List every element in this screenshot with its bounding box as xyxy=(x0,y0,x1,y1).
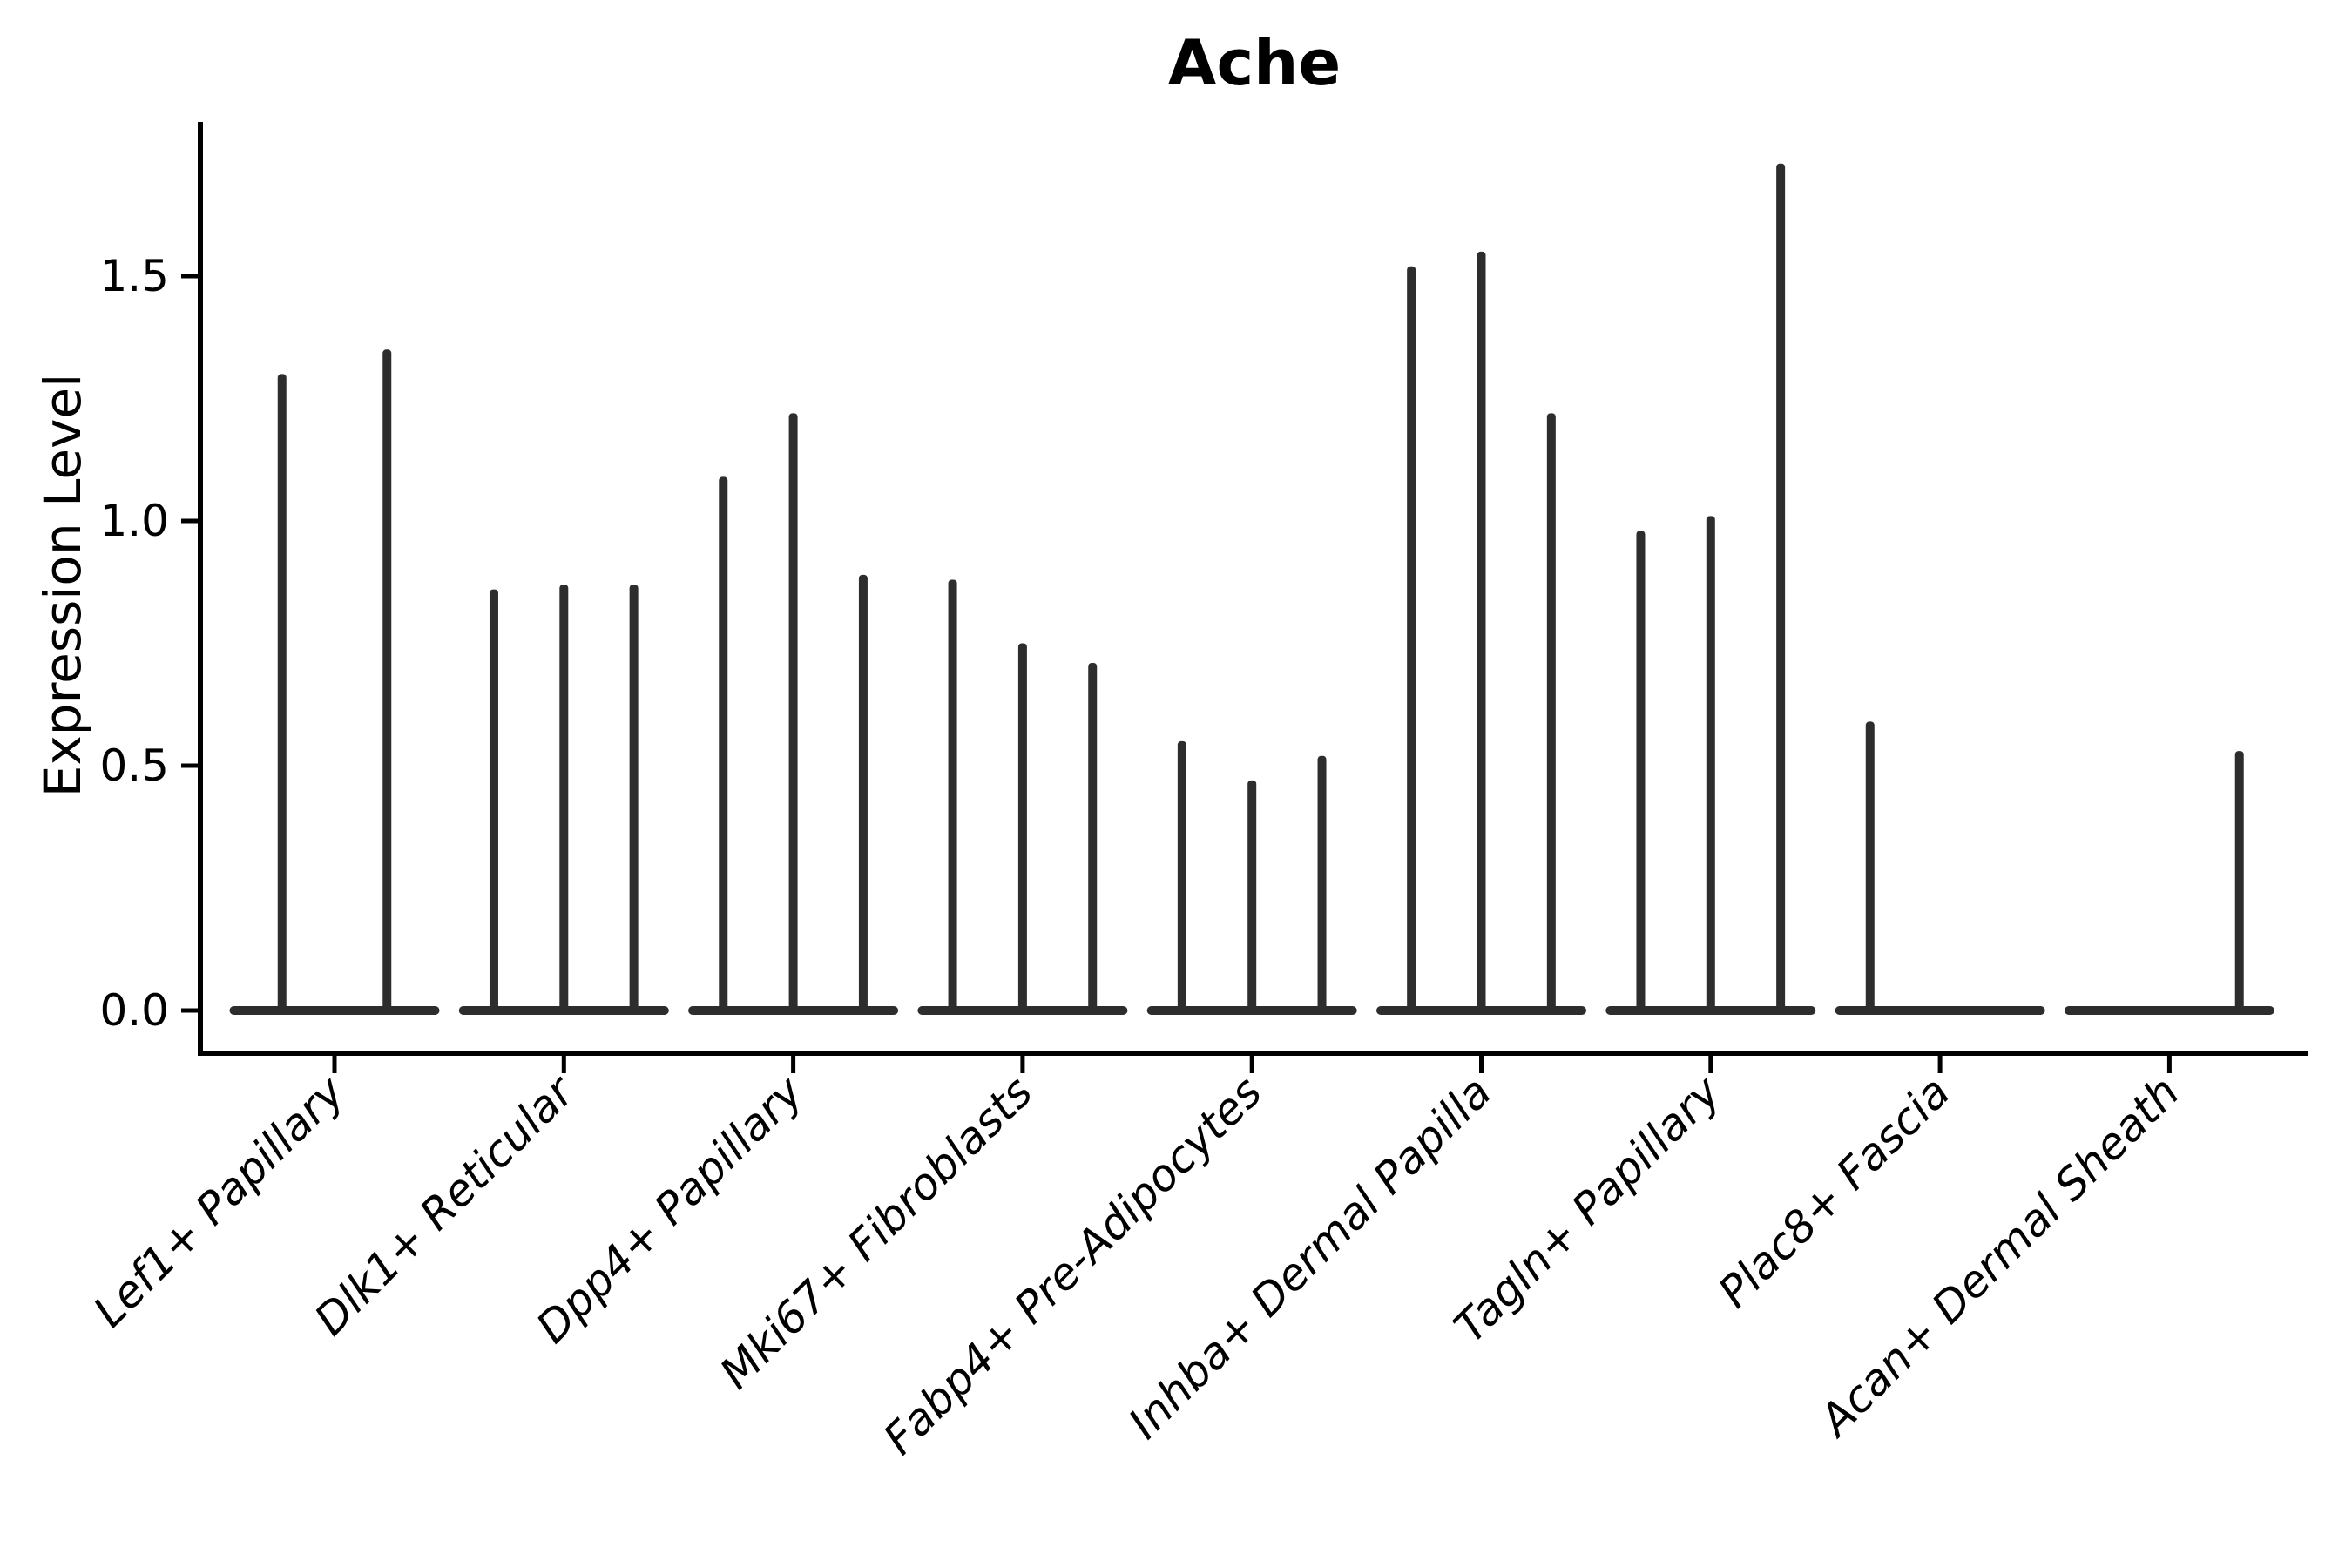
x-tick xyxy=(1249,1056,1254,1073)
x-tick-label-7: Plac8+ Fascia xyxy=(1709,1066,1960,1317)
violin-spike xyxy=(2234,751,2244,1013)
x-tick xyxy=(1020,1056,1025,1073)
violin-spike xyxy=(1407,266,1416,1013)
violin-spike xyxy=(719,476,728,1013)
x-tick-label-4: Fabp4+ Pre-Adipocytes xyxy=(874,1066,1272,1464)
violin-spike xyxy=(1546,413,1556,1013)
violin-spike xyxy=(382,349,392,1013)
x-tick-label-0: Lef1+ Papillary xyxy=(84,1065,355,1336)
y-tick-label-1: 0.5 xyxy=(99,740,169,791)
y-tick-label-0: 0.0 xyxy=(99,985,169,1036)
x-tick xyxy=(2166,1056,2172,1073)
violin-spike xyxy=(788,413,798,1013)
x-tick xyxy=(791,1056,796,1073)
y-tick xyxy=(181,763,198,768)
x-tick-label-8: Acan+ Dermal Sheath xyxy=(1808,1066,2189,1447)
x-tick xyxy=(332,1056,337,1073)
y-tick-label-3: 1.5 xyxy=(99,251,169,301)
violin-spike xyxy=(1317,755,1327,1013)
y-tick-label-2: 1.0 xyxy=(99,496,169,546)
x-tick xyxy=(1937,1056,1943,1073)
chart-title: Ache xyxy=(1167,26,1342,99)
violin-spike xyxy=(948,579,957,1013)
x-tick xyxy=(561,1056,566,1073)
x-axis-spine xyxy=(198,1051,2308,1056)
violin-spike xyxy=(858,574,868,1013)
violin-spike xyxy=(1017,643,1027,1013)
y-tick xyxy=(181,518,198,524)
violin-base xyxy=(1835,1006,2045,1015)
violin-spike xyxy=(1177,740,1186,1013)
y-tick xyxy=(181,1008,198,1013)
violin-spike xyxy=(1247,780,1257,1013)
violin-spike xyxy=(629,585,639,1013)
violin-spike xyxy=(559,585,569,1013)
violin-spike xyxy=(1477,251,1486,1013)
y-axis-spine xyxy=(198,122,203,1056)
violin-spike xyxy=(1088,662,1098,1013)
violin-spike xyxy=(1776,163,1786,1014)
violin-spike xyxy=(277,374,287,1013)
violin-base xyxy=(2064,1006,2274,1015)
violin-base xyxy=(229,1006,440,1015)
x-tick-label-5: Inhba+ Dermal Papilla xyxy=(1119,1066,1501,1448)
violin-spike xyxy=(1865,721,1875,1013)
violin-spike xyxy=(489,589,498,1013)
violin-spike xyxy=(1636,531,1646,1013)
x-tick xyxy=(1479,1056,1484,1073)
x-tick xyxy=(1708,1056,1713,1073)
y-tick xyxy=(181,274,198,279)
violin-spike xyxy=(1706,516,1715,1013)
